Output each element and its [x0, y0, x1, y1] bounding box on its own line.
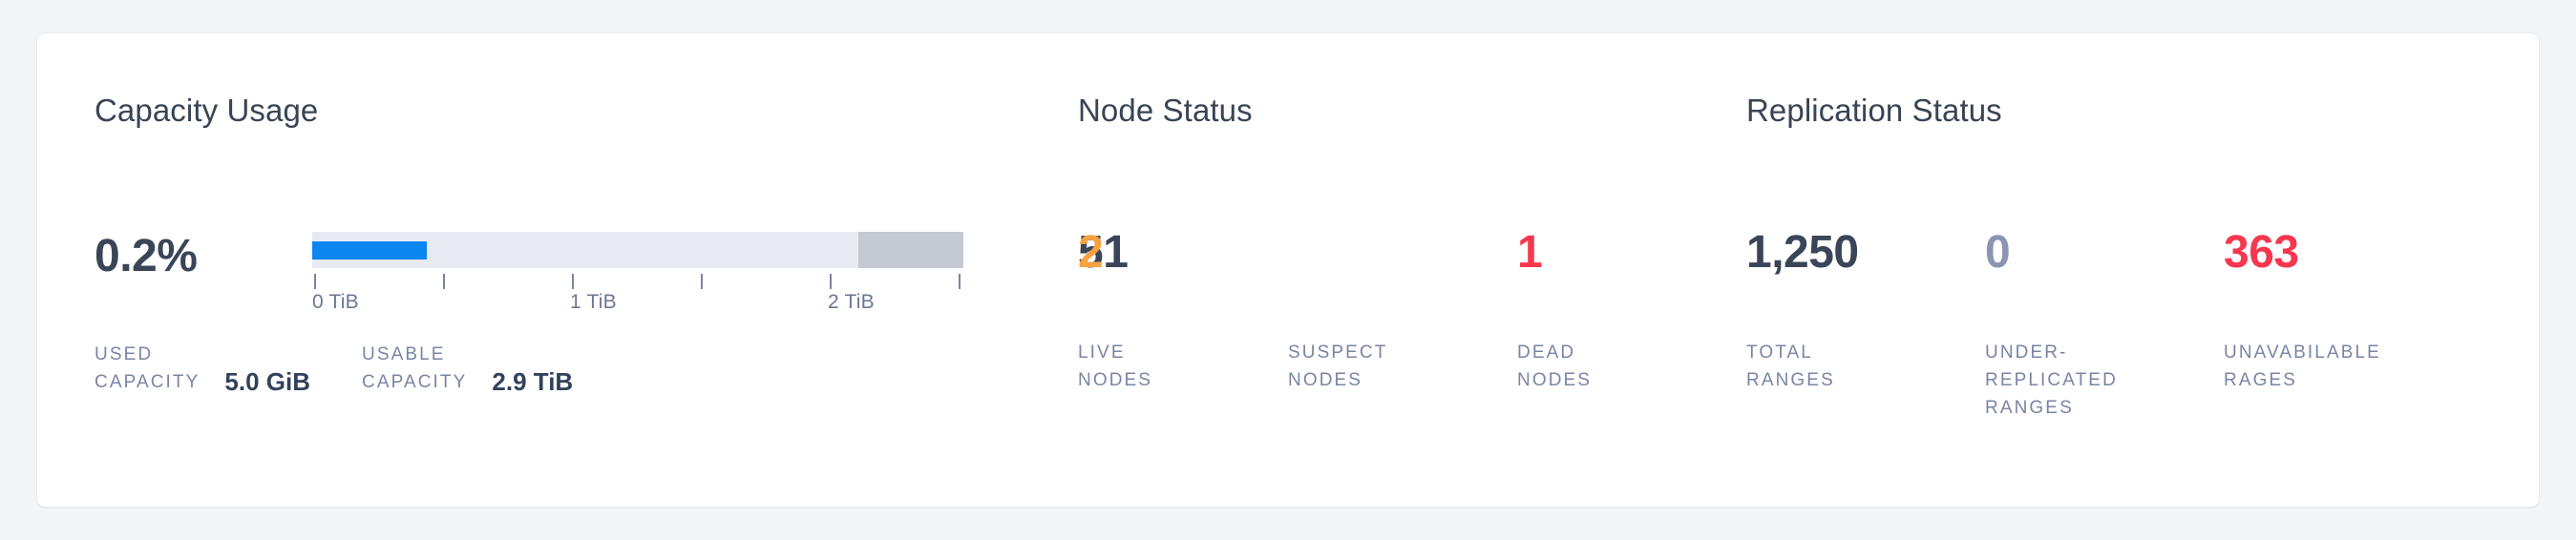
under-replicated-ranges-label: UNDER- REPLICATED RANGES: [1985, 343, 2118, 418]
replication-status-title: Replication Status: [1746, 93, 2002, 128]
capacity-bar-used-fill: [312, 241, 427, 260]
axis-tick-5: [959, 274, 961, 289]
axis-tick-1: [443, 274, 445, 289]
node-status-title: Node Status: [1078, 93, 1253, 128]
dead-nodes-label: DEAD NODES: [1517, 343, 1593, 390]
axis-tick-2: [572, 274, 574, 289]
capacity-bar-reserved-segment: [857, 232, 963, 268]
stat-usable-capacity-value: 2.9 TiB: [492, 367, 574, 396]
capacity-usage-title: Capacity Usage: [95, 93, 319, 128]
stat-used-capacity: USED CAPACITY 5.0 GiB: [95, 341, 310, 396]
stat-usable-capacity: USABLE CAPACITY 2.9 TiB: [362, 341, 573, 396]
axis-tick-4: [830, 274, 832, 289]
axis-tick-label-0: 0 TiB: [312, 291, 359, 313]
cluster-summary-card: Capacity Usage 0.2% 0 TiB 1 TiB 2 TiB: [36, 32, 2540, 508]
node-status-section: Node Status 51 2 1 LIVE NODES SUSPECT NO…: [1078, 33, 1746, 507]
stat-used-capacity-value: 5.0 GiB: [224, 367, 311, 396]
summary-sections: Capacity Usage 0.2% 0 TiB 1 TiB 2 TiB: [37, 33, 2539, 507]
dead-nodes-value: 1: [1517, 227, 1543, 278]
capacity-bar-axis: 0 TiB 1 TiB 2 TiB: [312, 268, 963, 314]
total-ranges-value: 1,250: [1746, 227, 1859, 278]
capacity-percent-value: 0.2%: [95, 231, 198, 281]
unavailable-ranges-label: UNAVABILABLE RAGES: [2224, 343, 2381, 390]
live-nodes-value: 51: [1078, 227, 1129, 278]
suspect-nodes-value: 2: [1078, 227, 1104, 278]
capacity-stats: USED CAPACITY 5.0 GiB USABLE CAPACITY 2.…: [95, 341, 1049, 474]
unavailable-ranges-value: 363: [2224, 227, 2299, 278]
capacity-usage-section: Capacity Usage 0.2% 0 TiB 1 TiB 2 TiB: [95, 33, 1049, 507]
suspect-nodes-label: SUSPECT NODES: [1288, 343, 1388, 390]
axis-tick-3: [701, 274, 703, 289]
live-nodes-label: LIVE NODES: [1078, 343, 1153, 390]
axis-tick-0: [314, 274, 316, 289]
axis-tick-label-4: 2 TiB: [828, 291, 875, 313]
replication-status-section: Replication Status 1,250 0 363 TOTAL RAN…: [1746, 33, 2510, 507]
axis-tick-label-2: 1 TiB: [570, 291, 617, 313]
stat-usable-capacity-label: USABLE CAPACITY: [362, 344, 468, 392]
stat-used-capacity-label: USED CAPACITY: [95, 344, 201, 392]
capacity-bar-chart: 0 TiB 1 TiB 2 TiB: [312, 232, 963, 314]
total-ranges-label: TOTAL RANGES: [1746, 343, 1835, 390]
capacity-bar-track: [312, 232, 963, 268]
under-replicated-ranges-value: 0: [1985, 227, 2011, 278]
